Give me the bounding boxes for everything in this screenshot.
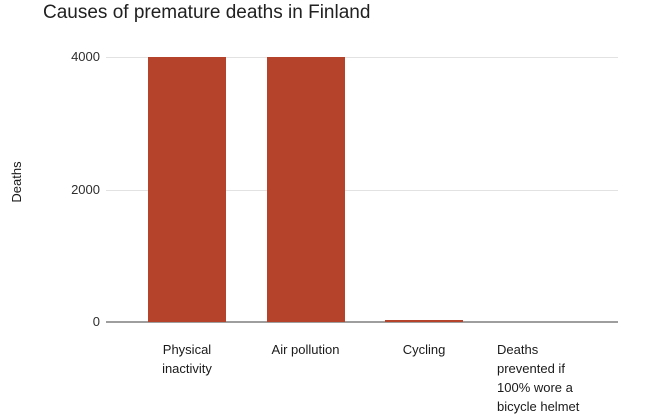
x-category-label: Deaths prevented if 100% wore a bicycle … <box>497 342 580 414</box>
chart-title: Causes of premature deaths in Finland <box>43 2 371 23</box>
gridline <box>106 57 618 58</box>
x-axis-baseline <box>106 321 618 323</box>
bar-air-pollution <box>266 57 345 322</box>
y-tick-label: 0 <box>92 314 100 329</box>
y-axis-title: Deaths <box>9 161 24 203</box>
gridline <box>106 189 618 191</box>
x-category-label: Cycling <box>402 342 446 357</box>
y-tick-label: 2000 <box>71 181 100 197</box>
y-tick-label: 4000 <box>71 49 100 64</box>
x-category-label: Physical inactivity <box>162 342 212 376</box>
x-category-label: Air pollution <box>271 342 340 357</box>
bar-cycling <box>385 320 463 322</box>
bar-physical-inactivity <box>148 57 226 322</box>
